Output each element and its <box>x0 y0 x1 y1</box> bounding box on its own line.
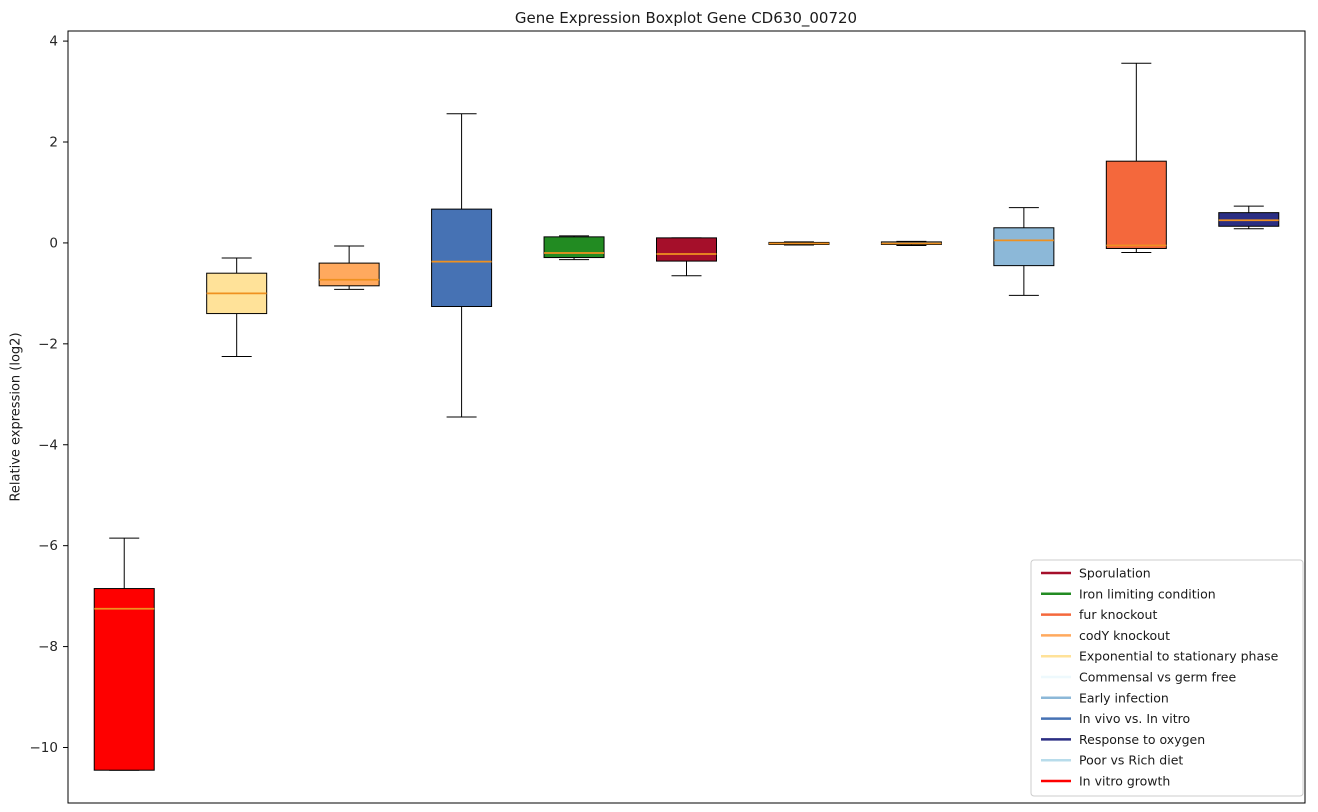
legend-label: Iron limiting condition <box>1079 586 1216 601</box>
legend-item-in-vitro-growth: In vitro growth <box>1041 774 1170 789</box>
legend-item-in-vivo-vs-in-vitro: In vivo vs. In vitro <box>1041 711 1190 726</box>
y-tick-label: −10 <box>30 740 59 756</box>
box-rect <box>656 237 717 262</box>
box-early-infection <box>993 207 1055 296</box>
box-rect <box>431 208 493 307</box>
box-in-vivo-vs-in-vitro <box>431 113 493 418</box>
y-tick-label: −4 <box>38 437 58 453</box>
legend-item-poor-vs-rich-diet: Poor vs Rich diet <box>1041 753 1183 768</box>
legend-label: In vivo vs. In vitro <box>1079 711 1190 726</box>
legend: Sporulation Iron limiting condition fur kn… <box>1030 559 1304 797</box>
legend-item-response-to-oxygen: Response to oxygen <box>1041 732 1205 747</box>
legend-item-iron-limiting-condition: Iron limiting condition <box>1041 586 1216 601</box>
box-rect <box>93 588 155 771</box>
box-iron-limiting-condition <box>543 235 605 261</box>
legend-item-commensal-vs-germ-free: Commensal vs germ free <box>1041 670 1236 685</box>
legend-label: fur knockout <box>1079 607 1157 622</box>
box-in-vitro-growth <box>93 537 155 771</box>
y-tick-label: −6 <box>38 538 58 554</box>
box-poor-vs-rich-diet <box>880 240 942 246</box>
legend-label: In vitro growth <box>1079 774 1170 789</box>
legend-item-sporulation: Sporulation <box>1041 566 1151 581</box>
box-sporulation <box>656 237 717 277</box>
legend-item-cody-knockout: codY knockout <box>1041 628 1170 643</box>
legend-item-fur-knockout: fur knockout <box>1041 607 1157 622</box>
y-tick-label: 4 <box>49 34 58 50</box>
y-tick-label: −8 <box>38 639 58 655</box>
legend-label: Exponential to stationary phase <box>1079 649 1279 664</box>
box-rect <box>993 227 1055 267</box>
box-response-to-oxygen <box>1218 205 1280 230</box>
y-tick-label: 2 <box>49 135 58 151</box>
legend-label: Poor vs Rich diet <box>1079 753 1183 768</box>
box-commensal-vs-germ-free <box>768 241 830 246</box>
box-rect <box>543 236 605 259</box>
legend-item-exponential-to-stationary-phase: Exponential to stationary phase <box>1041 649 1279 664</box>
box-cody-knockout <box>318 245 380 290</box>
legend-label: codY knockout <box>1079 628 1170 643</box>
legend-label: Commensal vs germ free <box>1079 670 1236 685</box>
box-fur-knockout <box>1105 62 1167 254</box>
y-tick-label: 0 <box>49 235 58 251</box>
legend-item-early-infection: Early infection <box>1041 690 1169 705</box>
axes-frame <box>67 30 1306 804</box>
chart-title: Gene Expression Boxplot Gene CD630_00720 <box>514 9 858 27</box>
legend-label: Early infection <box>1079 690 1169 705</box>
box-rect <box>318 262 380 287</box>
box-rect <box>1105 160 1167 249</box>
legend-label: Response to oxygen <box>1079 732 1205 747</box>
legend-box <box>1030 559 1304 797</box>
box-exponential-to-stationary-phase <box>206 257 268 357</box>
y-tick-label: −2 <box>38 336 58 352</box>
legend-label: Sporulation <box>1079 566 1151 581</box>
